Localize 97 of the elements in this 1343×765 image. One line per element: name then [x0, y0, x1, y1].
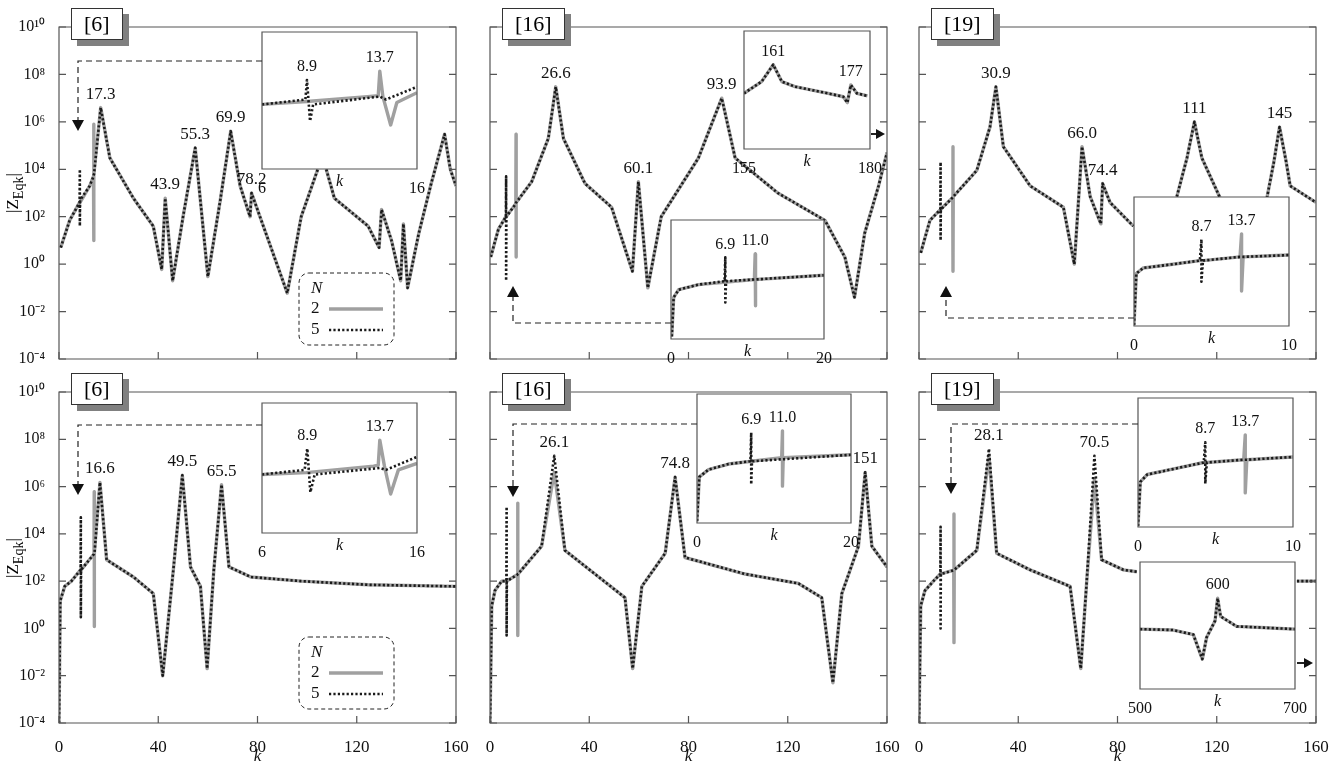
- x-axis-title: k: [335, 536, 344, 554]
- y-tick-label: 10⁰: [23, 618, 45, 636]
- annotation: 93.9: [706, 74, 737, 94]
- x-tick-label: 16: [409, 542, 425, 560]
- legend-title: N: [310, 642, 324, 662]
- y-tick-label: 10⁶: [23, 112, 45, 130]
- annotation: 26.6: [540, 62, 571, 82]
- x-tick-label: 500: [1128, 698, 1152, 716]
- x-tick-label: 16: [409, 178, 425, 196]
- x-tick-label: 10: [1285, 536, 1301, 554]
- y-tick-label: 10²: [24, 206, 46, 224]
- annotation: 8.7: [1195, 419, 1216, 437]
- x-axis-title: k: [335, 172, 344, 190]
- y-tick-label: 10¹⁰: [18, 382, 45, 400]
- x-tick-label: 700: [1283, 698, 1307, 716]
- legend-label: 5: [311, 683, 320, 703]
- x-tick-label: 6: [258, 542, 266, 560]
- annotation: 111: [1182, 97, 1207, 117]
- x-axis-title: k: [803, 152, 812, 170]
- annotation: 69.9: [215, 107, 246, 127]
- y-tick-label: 10⁻⁴: [18, 349, 46, 367]
- y-tick-label: 10⁴: [23, 159, 46, 177]
- annotation: 145: [1266, 103, 1293, 123]
- x-tick-label: 0: [54, 736, 64, 756]
- annotation: 600: [1205, 575, 1230, 593]
- annotation: 43.9: [150, 174, 181, 194]
- x-tick-label: 180: [858, 158, 882, 176]
- y-tick-label: 10⁰: [23, 254, 45, 272]
- annotation: 8.9: [297, 425, 318, 443]
- legend-label: 5: [311, 319, 320, 339]
- x-tick-label: 120: [344, 736, 370, 756]
- annotation: 151: [852, 448, 878, 468]
- x-axis-title: k: [1213, 692, 1222, 710]
- annotation: 11.0: [768, 408, 797, 426]
- annotation: 74.4: [1087, 159, 1118, 179]
- annotation: 177: [838, 62, 863, 80]
- x-axis-title: k: [770, 526, 779, 544]
- y-tick-label: 10⁴: [23, 524, 46, 542]
- annotation: 74.8: [660, 453, 690, 473]
- x-tick-label: 0: [693, 532, 701, 550]
- y-tick-label: 10⁸: [23, 429, 45, 447]
- y-tick-label: 10⁻²: [19, 665, 46, 683]
- x-tick-label: 20: [816, 348, 832, 366]
- chart-title: [16]: [502, 8, 565, 40]
- annotation: 28.1: [974, 424, 1004, 444]
- x-axis-title: k: [743, 342, 752, 360]
- y-tick-label: 10⁶: [23, 476, 45, 494]
- annotation: 60.1: [623, 157, 654, 177]
- x-tick-label: 160: [1303, 736, 1329, 756]
- chart-title: [16]: [502, 373, 565, 405]
- annotation: 161: [761, 41, 786, 59]
- annotation: 66.0: [1067, 122, 1097, 142]
- chart-title: [6]: [71, 8, 123, 40]
- x-tick-label: 20: [843, 532, 859, 550]
- x-tick-label: 120: [1204, 736, 1230, 756]
- x-tick-label: 40: [580, 736, 598, 756]
- x-tick-label: 0: [667, 348, 675, 366]
- legend-label: 2: [311, 298, 320, 318]
- annotation: 30.9: [981, 62, 1011, 82]
- annotation: 13.7: [1231, 412, 1260, 430]
- y-tick-label: 10⁻²: [19, 301, 46, 319]
- x-axis-title: k: [1211, 530, 1220, 548]
- annotation: 13.7: [365, 48, 394, 66]
- y-tick-label: 10⁸: [23, 64, 45, 82]
- annotation: 17.3: [85, 83, 116, 103]
- x-tick-label: 160: [874, 736, 900, 756]
- annotation: 16.6: [85, 458, 115, 478]
- annotation: 6.9: [741, 409, 762, 427]
- annotation: 11.0: [741, 231, 769, 249]
- annotation: 70.5: [1079, 431, 1110, 451]
- x-tick-label: 40: [149, 736, 167, 756]
- x-tick-label: 160: [443, 736, 469, 756]
- annotation: 13.7: [1227, 211, 1256, 229]
- annotation: 8.7: [1191, 216, 1212, 234]
- x-tick-label: 0: [1130, 335, 1138, 353]
- annotation: 6.9: [715, 234, 736, 252]
- x-tick-label: 0: [914, 736, 924, 756]
- y-tick-label: 10²: [24, 571, 46, 589]
- x-tick-label: 0: [1134, 536, 1142, 554]
- annotation: 26.1: [539, 431, 570, 451]
- y-tick-label: 10¹⁰: [18, 17, 45, 35]
- annotation: 49.5: [167, 451, 198, 471]
- chart-title: [6]: [71, 373, 123, 405]
- x-tick-label: 40: [1009, 736, 1027, 756]
- x-tick-label: 120: [775, 736, 801, 756]
- chart-title: [19]: [931, 373, 994, 405]
- y-tick-label: 10⁻⁴: [18, 713, 46, 731]
- annotation: 8.9: [296, 57, 317, 75]
- x-tick-label: 10: [1281, 335, 1297, 353]
- annotation: 65.5: [206, 460, 237, 480]
- annotation: 55.3: [180, 123, 211, 143]
- annotation: 13.7: [365, 417, 394, 435]
- legend-title: N: [310, 278, 324, 298]
- x-tick-label: 0: [485, 736, 495, 756]
- x-axis-title: k: [1207, 329, 1216, 347]
- legend-label: 2: [311, 662, 320, 682]
- chart-title: [19]: [931, 8, 994, 40]
